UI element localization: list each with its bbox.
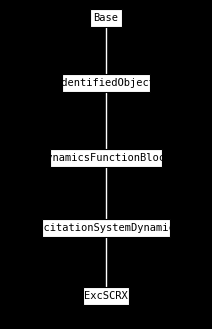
FancyBboxPatch shape <box>83 287 129 305</box>
Text: Base: Base <box>93 13 119 23</box>
FancyBboxPatch shape <box>50 149 162 167</box>
FancyBboxPatch shape <box>62 74 150 92</box>
Text: ExcitationSystemDynamics: ExcitationSystemDynamics <box>31 223 181 233</box>
Text: IdentifiedObject: IdentifiedObject <box>56 78 156 88</box>
Text: DynamicsFunctionBlock: DynamicsFunctionBlock <box>40 153 172 163</box>
FancyBboxPatch shape <box>42 219 170 237</box>
FancyBboxPatch shape <box>90 9 122 27</box>
Text: ExcSCRX: ExcSCRX <box>84 291 128 301</box>
